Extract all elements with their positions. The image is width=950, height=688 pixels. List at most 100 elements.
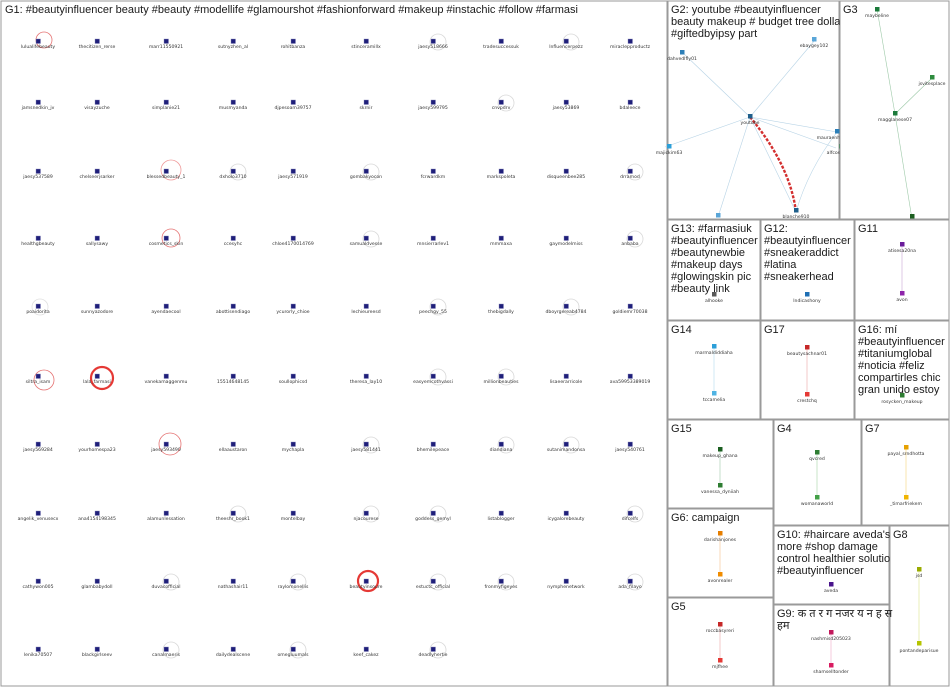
node[interactable]: poaidorita (26, 303, 50, 315)
node[interactable]: cathywon005 (22, 578, 54, 590)
node[interactable]: jaesy581441 (350, 441, 381, 453)
node[interactable]: alamunlessation (147, 510, 185, 522)
node[interactable]: marr11550921 (149, 38, 183, 50)
node[interactable]: diandiana (490, 441, 513, 453)
node[interactable]: thebigdally (488, 303, 514, 315)
node[interactable]: darishanjones (704, 531, 737, 543)
node[interactable]: sallysawy (86, 235, 108, 247)
node[interactable]: _timarfriekem (889, 495, 922, 507)
node[interactable]: dahvedlfly01 (667, 50, 697, 62)
node[interactable]: dxholo3710 (219, 168, 247, 180)
node[interactable]: vanessa_dyniiah (701, 483, 739, 495)
node[interactable]: lulualifebeauty (21, 38, 55, 50)
node[interactable]: mjfhee (712, 658, 728, 670)
node[interactable]: magglanese07 (878, 111, 912, 123)
node[interactable]: musmyanda (219, 99, 248, 111)
node[interactable]: soullophicsd (279, 373, 308, 385)
node[interactable]: jaesy518666 (417, 38, 448, 50)
node[interactable]: fcrwardkm (421, 168, 446, 180)
node[interactable]: dboyrgereab4784 (546, 303, 587, 315)
node[interactable]: blessedbeauty_1 (147, 168, 186, 180)
node[interactable]: cnvpdrv (492, 99, 511, 111)
node[interactable]: payal_srndhotta (887, 445, 925, 457)
node[interactable]: goldiemr70038 (613, 303, 648, 315)
node[interactable]: bhemilepeace (417, 441, 450, 453)
node[interactable]: ayendaecool (151, 303, 181, 315)
node[interactable]: lisaeerarricole (550, 373, 583, 385)
node[interactable]: chloe4170014769 (272, 235, 314, 247)
node[interactable]: peechgy_55 (419, 303, 447, 315)
node[interactable]: healthgbeauty (21, 235, 55, 247)
node[interactable]: lala_farmasi (83, 373, 111, 385)
node[interactable]: chelseerjsarker (79, 168, 115, 180)
node[interactable]: ada_filayo (618, 578, 642, 590)
node[interactable]: lenika70507 (24, 646, 52, 658)
node[interactable]: sunnyazodore (81, 303, 113, 315)
node[interactable]: maybeline (865, 7, 889, 19)
node[interactable]: majickim63 (656, 144, 683, 156)
node[interactable]: youtube (741, 114, 760, 126)
node[interactable]: ana4154198345 (78, 510, 116, 522)
node[interactable]: vanekamaggenmu (145, 373, 188, 385)
node[interactable]: jsd (915, 567, 923, 579)
node[interactable]: roccbasyreri (706, 622, 734, 634)
node[interactable]: jaesy537589 (22, 168, 53, 180)
node[interactable]: jaesy599795 (417, 99, 448, 111)
node[interactable]: easyemcothvassi (413, 373, 453, 385)
node[interactable]: tradesuccessuk (483, 38, 519, 50)
node[interactable]: samualdvesse (350, 235, 383, 247)
node[interactable]: millionbeauties (483, 373, 519, 385)
node[interactable]: visayzuche (84, 99, 110, 111)
node[interactable]: shamselltonder (813, 663, 849, 675)
node[interactable]: rohitbanza (281, 38, 306, 50)
node[interactable]: marmaldiddiaha (695, 344, 733, 356)
node[interactable]: sutnyzhen_al (218, 38, 248, 50)
node[interactable]: jaesy53869 (552, 99, 580, 111)
node[interactable]: makeup_ghana (702, 447, 738, 459)
node[interactable]: aveda (824, 582, 838, 594)
node[interactable]: 15514648145 (217, 373, 249, 385)
node[interactable]: djpesoam39757 (274, 99, 312, 111)
node[interactable]: miraclepproductz (610, 38, 651, 50)
node[interactable]: mmmaxa (490, 235, 512, 247)
node[interactable]: ycurorly_chioe (276, 303, 310, 315)
node[interactable]: mauraenhagen05 (817, 129, 858, 141)
node[interactable]: ellaaustaron (219, 441, 248, 453)
node[interactable]: drramod (620, 168, 640, 180)
node[interactable]: duvacofficial (151, 578, 181, 590)
node[interactable]: dailydealscene (216, 646, 250, 658)
node[interactable]: beautysachnar01 (787, 345, 827, 357)
node[interactable]: stinceramillx (351, 38, 381, 50)
node[interactable]: keef_cakez (353, 646, 379, 658)
node[interactable]: skrnir (360, 99, 373, 111)
node[interactable]: njacourese (353, 510, 379, 522)
node[interactable]: icygalorebeauty (548, 510, 585, 522)
node[interactable]: tccamelia (703, 391, 726, 403)
node[interactable]: jaesy569284 (22, 441, 53, 453)
node[interactable]: anbaba (621, 235, 639, 247)
node[interactable]: goddess_gemyl (415, 510, 451, 522)
node[interactable]: lnfluencerpezz (549, 38, 583, 50)
node[interactable]: yourhomespa23 (78, 441, 116, 453)
node[interactable]: siltra_isam (26, 373, 51, 385)
node[interactable]: ccesyhc (224, 235, 243, 247)
node[interactable]: womanaworld (801, 495, 833, 507)
node[interactable]: glambabydoll (81, 578, 113, 590)
node[interactable]: theresa_lay10 (350, 373, 382, 385)
node[interactable]: jaesy571919 (277, 168, 308, 180)
node[interactable]: nashmisd205023 (811, 630, 851, 642)
node[interactable]: disqueenbee285 (547, 168, 585, 180)
node[interactable]: thecitizen_rerse (79, 38, 116, 50)
node[interactable]: blanche910 (783, 208, 810, 220)
node[interactable]: blackgirlseev (82, 646, 113, 658)
node[interactable]: deadlyhertie (419, 646, 448, 658)
node[interactable]: beautyinsoure (350, 578, 383, 590)
node[interactable]: markspoleta (487, 168, 516, 180)
node[interactable]: abottisendiago (216, 303, 250, 315)
node[interactable]: mychapla (282, 441, 305, 453)
node[interactable]: ava59953389019 (610, 373, 651, 385)
node[interactable]: simplanie21 (152, 99, 180, 111)
node[interactable]: atisesa20na (888, 242, 916, 254)
node[interactable]: pontandeparisue (900, 641, 939, 654)
node[interactable]: lndicashony (793, 292, 821, 304)
